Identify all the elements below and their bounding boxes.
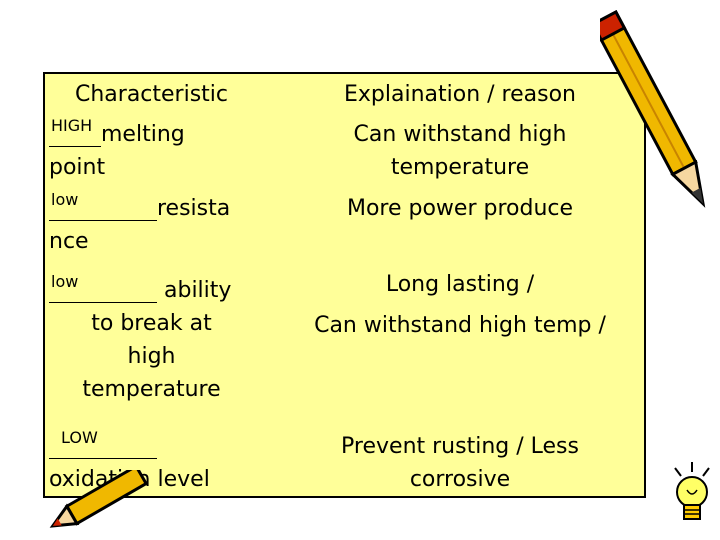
pencil-icon	[49, 470, 149, 528]
row-3-line2: to break at	[91, 311, 212, 336]
row-2-explanation: More power produce	[275, 192, 645, 225]
row-3-characteristic: low ability to break at high temperature	[49, 274, 254, 406]
row-4-explanation: Prevent rusting / Less corrosive	[275, 430, 645, 496]
row-3-blank: low	[49, 274, 157, 303]
row-2-text: resista	[157, 196, 231, 221]
row-2-blank: low	[49, 192, 157, 221]
row-3-line4: temperature	[82, 377, 221, 402]
row-4-fill: LOW	[61, 428, 98, 447]
row-1-text: melting	[101, 122, 185, 147]
row-2-characteristic: low resista nce	[49, 192, 254, 258]
header-explanation: Explaination / reason	[344, 82, 576, 107]
row-1-explanation-line2: temperature	[390, 155, 530, 180]
header-characteristic: Characteristic	[74, 82, 229, 107]
row-3-text: ability	[157, 278, 232, 303]
lightbulb-icon	[674, 462, 710, 520]
row-4-explanation-line2: corrosive	[409, 467, 511, 492]
row-1-blank: HIGH	[49, 118, 101, 147]
characteristics-table: Characteristic Explaination / reason HIG…	[43, 72, 646, 498]
row-4-blank: LOW	[49, 430, 157, 459]
row-3-line3: high	[127, 344, 176, 369]
row-2-fill: low	[51, 190, 79, 209]
row-3-explanation: Long lasting / Can withstand high temp /	[275, 268, 645, 342]
row-3-fill: low	[51, 272, 79, 291]
row-3-explanation-line2: Can withstand high temp /	[314, 313, 606, 338]
row-1-fill: HIGH	[51, 116, 93, 135]
pencil-icon	[600, 9, 706, 208]
row-1-explanation: Can withstand high temperature	[275, 118, 645, 184]
row-4-explanation-line1: Prevent rusting / Less	[341, 434, 579, 459]
row-3-explanation-line1: Long lasting /	[385, 272, 535, 297]
row-1-characteristic: HIGH melting point	[49, 118, 254, 184]
row-2-explanation-line1: More power produce	[346, 196, 574, 221]
row-1-explanation-line1: Can withstand high	[353, 122, 567, 147]
row-2-text-cont: nce	[49, 229, 89, 254]
row-1-text-cont: point	[49, 155, 106, 180]
